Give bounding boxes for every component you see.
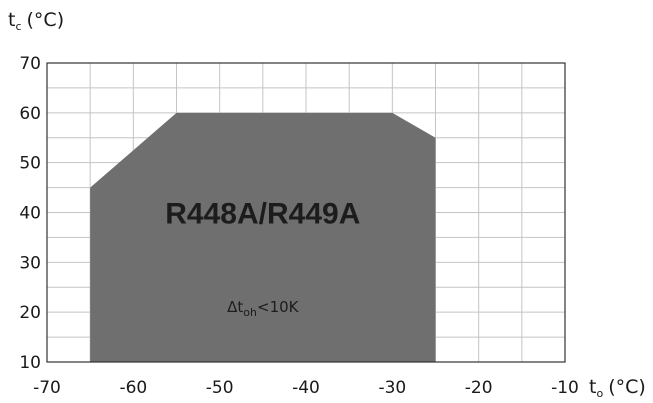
x-tick-label: -20: [465, 378, 493, 398]
x-tick-label: -60: [119, 378, 147, 398]
x-tick-label: -70: [33, 378, 61, 398]
x-tick-label: -50: [206, 378, 234, 398]
envelope-area: [90, 112, 436, 362]
x-tick-label: -10: [551, 378, 579, 398]
series-label: R448A/R449A: [165, 198, 360, 231]
x-axis-title: to (°C): [589, 376, 646, 400]
y-tick-label: 30: [19, 253, 41, 273]
x-tick-labels: -70 -60 -50 -40 -30 -20 -10: [33, 378, 579, 398]
x-tick-label: -30: [378, 378, 406, 398]
y-tick-label: 20: [19, 303, 41, 323]
y-tick-label: 10: [19, 353, 41, 373]
y-tick-label: 60: [19, 104, 41, 124]
plot-frame: [46, 62, 566, 363]
y-axis-title: tc (°C): [8, 9, 64, 33]
y-tick-label: 50: [19, 154, 41, 174]
y-tick-labels: 10 20 30 40 50 60 70: [19, 54, 41, 373]
x-tick-label: -40: [292, 378, 320, 398]
envelope-area-layer: [90, 112, 436, 362]
y-tick-label: 70: [19, 54, 41, 74]
y-tick-label: 40: [19, 204, 41, 224]
superheat-annotation: Δtoh<10K: [227, 298, 300, 319]
